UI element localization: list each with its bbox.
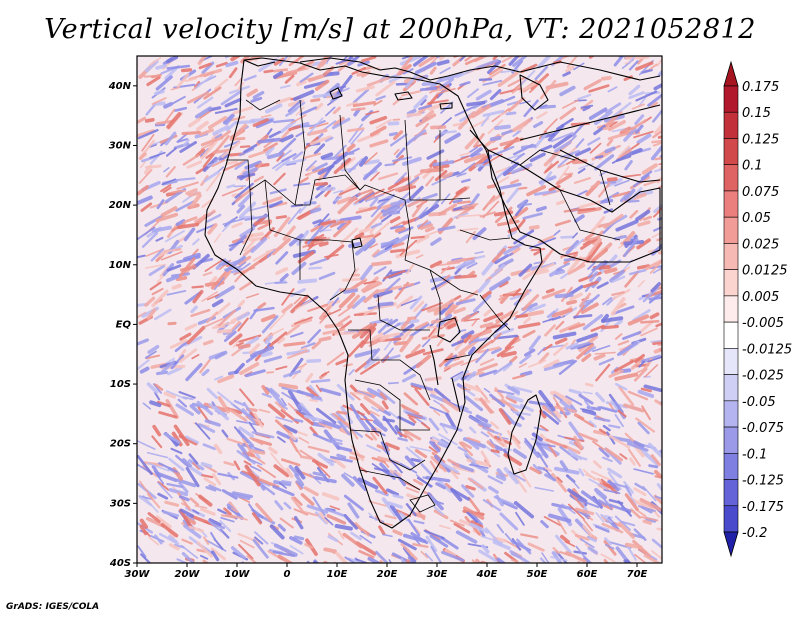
colorbar-label: 0.1 bbox=[742, 159, 763, 174]
lat-tick-label: 30S bbox=[110, 498, 131, 509]
colorbar-label: 0.075 bbox=[742, 185, 779, 200]
colorbar-swatch bbox=[723, 269, 739, 297]
lon-tick-label: 20W bbox=[175, 569, 201, 580]
coastlines bbox=[204, 57, 661, 529]
colorbar-label: 0.15 bbox=[742, 106, 771, 121]
colorbar-label: -0.1 bbox=[742, 447, 767, 462]
europe-coastline bbox=[243, 57, 661, 81]
lon-tick-label: 20E bbox=[377, 569, 398, 580]
colorbar-swatch bbox=[723, 452, 739, 480]
lon-tick-label: 40E bbox=[476, 569, 498, 580]
colorbar-label: -0.025 bbox=[742, 369, 784, 384]
colorbar-swatch bbox=[723, 348, 739, 375]
velocity-field bbox=[137, 56, 662, 563]
colorbar-swatch bbox=[723, 505, 739, 533]
longitude-axis: 30W 20W 10W 0 10E 20E 30E 40E 50E 60E 70E bbox=[125, 563, 648, 580]
lat-tick-label: 40S bbox=[109, 558, 131, 569]
grads-credit: GrADS: IGES/COLA bbox=[6, 602, 100, 612]
colorbar-min-arrow bbox=[723, 531, 739, 558]
lat-tick-label: EQ bbox=[116, 319, 132, 330]
lon-tick-label: 10W bbox=[225, 569, 251, 580]
colorbar-label: -0.075 bbox=[742, 421, 784, 436]
africa-coastline bbox=[204, 57, 543, 529]
colorbar-label: -0.125 bbox=[742, 474, 784, 489]
lon-tick-label: 30W bbox=[125, 569, 151, 580]
colorbar-swatch bbox=[723, 400, 739, 428]
lon-tick-label: 70E bbox=[627, 569, 648, 580]
colorbar-label: 0.025 bbox=[742, 237, 779, 252]
colorbar-swatch bbox=[723, 295, 739, 323]
colorbar-label: 0.0125 bbox=[742, 264, 788, 279]
map-title: Vertical velocity [m/s] at 200hPa, VT: 2… bbox=[44, 14, 756, 45]
lat-tick-label: 10S bbox=[110, 379, 131, 390]
colorbar-label: -0.0125 bbox=[742, 342, 792, 357]
lon-tick-label: 0 bbox=[284, 569, 291, 580]
lat-tick-label: 20S bbox=[110, 439, 131, 450]
map-frame bbox=[136, 55, 663, 564]
colorbar: 0.175 0.15 0.125 0.1 0.075 0.05 0.025 0.0125 0.0… bbox=[723, 60, 792, 558]
lon-tick-label: 30E bbox=[427, 569, 448, 580]
colorbar-swatch bbox=[723, 85, 739, 113]
colorbar-label: 0.175 bbox=[742, 80, 779, 95]
colorbar-swatch bbox=[723, 321, 739, 349]
colorbar-label: -0.005 bbox=[742, 316, 784, 331]
colorbar-swatch bbox=[723, 111, 739, 139]
colorbar-swatch bbox=[723, 374, 739, 402]
colorbar-label: 0.125 bbox=[742, 132, 779, 147]
colorbar-label: -0.175 bbox=[742, 500, 784, 515]
lon-tick-label: 60E bbox=[577, 569, 598, 580]
lat-tick-label: 30N bbox=[109, 140, 132, 151]
lon-tick-label: 50E bbox=[527, 569, 548, 580]
latitude-axis: 40N 30N 20N 10N EQ 10S 20S 30S 40S bbox=[108, 81, 137, 569]
lat-tick-label: 20N bbox=[109, 200, 132, 211]
lat-tick-label: 40N bbox=[108, 81, 132, 92]
colorbar-swatch bbox=[723, 426, 739, 454]
colorbar-swatch bbox=[723, 164, 739, 192]
arabia-coastline bbox=[487, 149, 661, 263]
colorbar-label: -0.05 bbox=[742, 395, 776, 410]
lat-tick-label: 10N bbox=[109, 260, 132, 271]
lon-tick-label: 10E bbox=[327, 569, 348, 580]
colorbar-swatch bbox=[723, 138, 739, 166]
colorbar-swatch bbox=[723, 243, 739, 270]
colorbar-label: -0.2 bbox=[742, 526, 767, 541]
colorbar-label: 0.05 bbox=[742, 211, 771, 226]
colorbar-swatch bbox=[723, 190, 739, 218]
colorbar-swatch bbox=[723, 479, 739, 507]
colorbar-label: 0.005 bbox=[742, 290, 779, 305]
madagascar-coastline bbox=[507, 394, 542, 475]
lake-victoria bbox=[437, 317, 461, 343]
colorbar-swatch bbox=[723, 216, 739, 244]
country-borders bbox=[226, 99, 621, 513]
colorbar-max-arrow bbox=[723, 60, 739, 87]
